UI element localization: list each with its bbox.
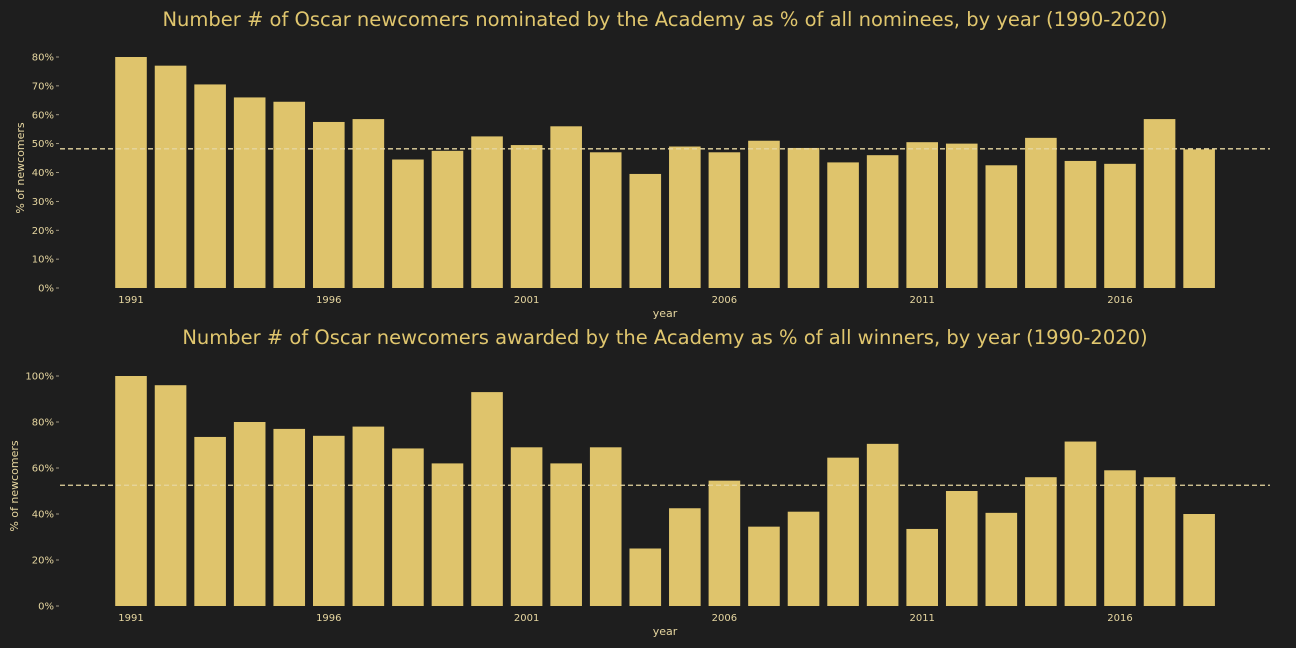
bar-1994 [233,97,266,288]
chart-title: Number # of Oscar newcomers awarded by t… [182,326,1147,349]
y-tick-label: 60% [32,110,54,121]
bar-2016 [1104,470,1136,606]
y-tick-label: 80% [32,53,54,64]
bar-1998 [392,159,424,288]
x-tick-label: 2011 [909,295,934,306]
y-tick-label: 20% [32,226,54,237]
y-axis-label: % of newcomers [14,122,27,214]
bar-2011 [906,528,938,606]
bar-2002 [550,126,582,288]
y-tick-label: 40% [32,168,54,179]
bar-2001 [510,145,543,288]
bar-2005 [669,508,701,606]
bar-2007 [748,526,780,606]
y-tick-label: 0% [38,602,54,613]
bar-1992 [154,65,187,288]
y-tick-label: 20% [32,556,54,567]
bar-1996 [313,435,345,606]
bar-2015 [1064,441,1097,606]
bar-2009 [827,162,859,288]
bar-1991 [115,376,147,606]
bar-1994 [233,422,266,606]
bar-2009 [827,457,859,606]
y-axis-label: % of newcomers [8,440,21,532]
bar-2013 [985,512,1018,606]
bar-1992 [154,385,187,606]
bar-2005 [669,146,701,288]
bar-2014 [1025,477,1057,606]
y-tick-label: 0% [38,284,54,295]
bar-1998 [392,448,424,606]
bar-2006 [708,480,741,606]
x-tick-label: 2006 [712,613,737,624]
nominees-chart: Number # of Oscar newcomers nominated by… [14,8,1270,320]
bar-1997 [352,426,385,606]
bar-1997 [352,119,385,288]
bar-1991 [115,57,147,288]
x-axis-label: year [653,307,678,320]
bar-2006 [708,152,741,288]
bar-2007 [748,140,780,288]
bar-2000 [471,136,503,288]
y-tick-label: 80% [32,418,54,429]
bar-2018 [1183,149,1215,288]
x-tick-label: 2016 [1107,295,1132,306]
bar-2008 [787,147,820,288]
bar-2013 [985,165,1018,288]
bar-1995 [273,428,306,606]
winners-chart: Number # of Oscar newcomers awarded by t… [8,326,1270,638]
x-tick-label: 2001 [514,613,539,624]
bar-2000 [471,392,503,606]
bar-2001 [510,447,543,606]
bar-2010 [866,155,899,288]
bar-2014 [1025,137,1057,288]
bar-1999 [431,463,464,606]
y-tick-label: 70% [32,81,54,92]
bar-2008 [787,511,820,606]
bar-1996 [313,121,345,288]
y-tick-label: 30% [32,197,54,208]
bar-2011 [906,142,938,288]
x-axis-label: year [653,625,678,638]
x-tick-label: 2016 [1107,613,1132,624]
x-tick-label: 1996 [316,613,341,624]
bar-2017 [1143,477,1176,606]
y-tick-label: 50% [32,139,54,150]
bar-2015 [1064,160,1097,288]
y-tick-label: 60% [32,464,54,475]
chart-title: Number # of Oscar newcomers nominated by… [162,8,1167,31]
bar-2003 [589,152,622,288]
bar-2012 [945,143,978,288]
x-tick-label: 2011 [909,613,934,624]
x-tick-label: 1991 [118,613,143,624]
x-tick-label: 1991 [118,295,143,306]
bar-2004 [629,173,662,288]
bar-1995 [273,101,306,288]
bar-1993 [194,84,226,289]
bar-2016 [1104,163,1136,288]
bar-2018 [1183,514,1215,606]
x-tick-label: 2006 [712,295,737,306]
bar-2002 [550,463,582,606]
bar-2004 [629,548,662,606]
bar-2012 [945,491,978,606]
y-tick-label: 10% [32,255,54,266]
bar-2010 [866,443,899,606]
bar-2017 [1143,119,1176,288]
y-tick-label: 100% [25,372,54,383]
bar-1993 [194,436,226,606]
x-tick-label: 2001 [514,295,539,306]
x-tick-label: 1996 [316,295,341,306]
y-tick-label: 40% [32,510,54,521]
bar-2003 [589,447,622,606]
bar-1999 [431,150,464,288]
